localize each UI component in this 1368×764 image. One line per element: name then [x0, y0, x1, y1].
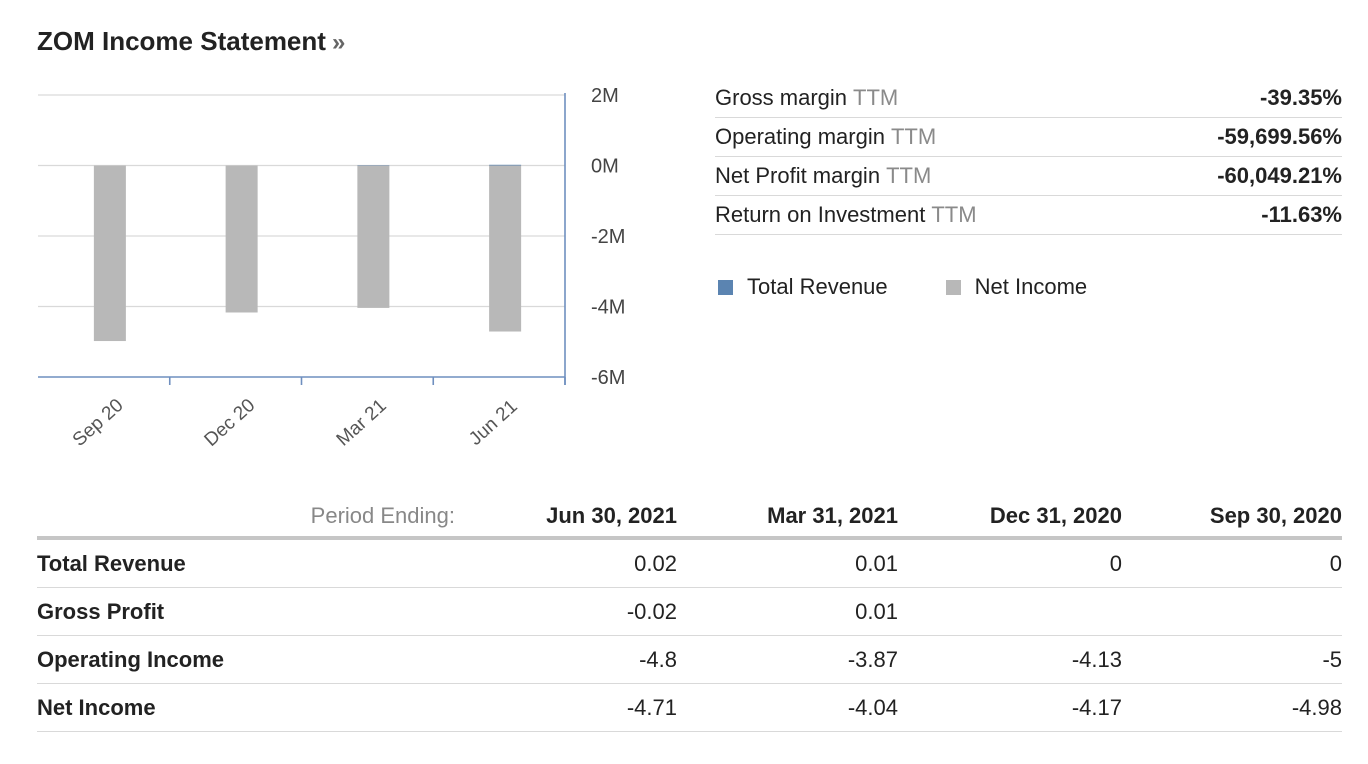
- cell-value: 0: [1329, 550, 1342, 576]
- column-header: Sep 30, 2020: [1209, 502, 1342, 528]
- cell-value: 0.02: [634, 550, 677, 576]
- y-tick-label: 2M: [591, 85, 619, 107]
- metric-label: Return on Investment TTM: [715, 202, 977, 228]
- y-tick-label: -6M: [591, 367, 625, 389]
- table-row: Operating Income -4.8 -3.87 -4.13 -5: [37, 636, 1342, 684]
- legend-label: Net Income: [974, 274, 1088, 299]
- cell-value: -4.8: [639, 646, 677, 672]
- x-tick-label: Mar 21: [333, 395, 391, 450]
- ttm-suffix: TTM: [890, 124, 937, 149]
- row-label: Net Income: [37, 694, 156, 720]
- metric-value: -39.35%: [1260, 85, 1342, 110]
- margin-metrics: Gross margin TTM -39.35% Operating margin…: [715, 79, 1342, 235]
- row-label: Operating Income: [37, 646, 225, 672]
- x-tick-label: Dec 20: [201, 395, 260, 451]
- page-title: ZOM Income Statement»: [37, 26, 345, 57]
- metric-value: -11.63%: [1261, 202, 1342, 227]
- ttm-suffix: TTM: [931, 202, 977, 227]
- y-tick-label: -4M: [591, 297, 625, 319]
- metric-value: -59,699.56%: [1217, 124, 1342, 149]
- column-header: Dec 31, 2020: [989, 502, 1122, 528]
- y-tick-label: 0M: [591, 156, 619, 178]
- bar-total-revenue: [489, 164, 522, 166]
- row-label: Gross Profit: [37, 598, 165, 624]
- cell-value: -4.04: [847, 694, 898, 720]
- more-arrow-icon[interactable]: »: [331, 29, 346, 56]
- metric-label-text: Gross margin: [715, 85, 848, 110]
- cell-value: -0.02: [626, 598, 677, 624]
- metric-row-net-profit-margin: Net Profit margin TTM -60,049.21%: [715, 157, 1342, 196]
- cell-value: 0.01: [855, 598, 898, 624]
- x-tick-label: Jun 21: [465, 396, 521, 450]
- title-text: ZOM Income Statement: [37, 26, 326, 56]
- table-row: Total Revenue 0.02 0.01 0 0: [37, 540, 1342, 588]
- column-header: Jun 30, 2021: [546, 502, 677, 528]
- table-header: Period Ending: Jun 30, 2021 Mar 31, 2021…: [37, 495, 1342, 540]
- x-tick-label: Sep 20: [69, 395, 128, 451]
- metric-label: Net Profit margin TTM: [715, 163, 931, 189]
- cell-value: -4.71: [626, 694, 677, 720]
- metric-row-return-on-investment: Return on Investment TTM -11.63%: [715, 196, 1342, 235]
- metric-row-operating-margin: Operating margin TTM -59,699.56%: [715, 118, 1342, 157]
- metric-label: Gross margin TTM: [715, 85, 898, 111]
- cell-value: -4.98: [1291, 694, 1342, 720]
- cell-value: -3.87: [847, 646, 898, 672]
- cell-value: -4.13: [1071, 646, 1122, 672]
- cell-value: 0.01: [855, 550, 898, 576]
- metric-label: Operating margin TTM: [715, 124, 936, 150]
- metric-value: -60,049.21%: [1217, 163, 1342, 188]
- income-table: Period Ending: Jun 30, 2021 Mar 31, 2021…: [37, 495, 1342, 732]
- metric-label-text: Operating margin: [715, 124, 885, 149]
- legend-swatch-net-income: [945, 279, 961, 295]
- y-tick-label: -2M: [591, 226, 625, 248]
- row-label: Total Revenue: [37, 550, 186, 576]
- table-row: Gross Profit -0.02 0.01: [37, 588, 1342, 636]
- bar-net-income: [225, 165, 258, 313]
- period-ending-label: Period Ending:: [310, 502, 455, 528]
- bar-net-income: [489, 165, 522, 332]
- ttm-suffix: TTM: [853, 85, 899, 110]
- metric-label-text: Return on Investment: [715, 202, 926, 227]
- table-row: Net Income -4.71 -4.04 -4.17 -4.98: [37, 684, 1342, 732]
- column-header: Mar 31, 2021: [767, 502, 898, 528]
- chart-legend: Total Revenue Net Income: [718, 274, 1145, 300]
- cell-value: 0: [1109, 550, 1122, 576]
- metric-label-text: Net Profit margin: [715, 163, 881, 188]
- income-bar-chart: 2M 0M -2M -4M -6M Sep 20 Dec 20 Mar 21 Jun 21: [38, 85, 625, 451]
- ttm-suffix: TTM: [886, 163, 932, 188]
- legend-item-total-revenue[interactable]: Total Revenue: [718, 274, 888, 300]
- legend-swatch-total-revenue: [718, 279, 733, 295]
- cell-value: -5: [1322, 646, 1342, 672]
- bar-net-income: [357, 165, 390, 308]
- legend-item-net-income[interactable]: Net Income: [945, 274, 1088, 300]
- metric-row-gross-margin: Gross margin TTM -39.35%: [715, 79, 1342, 118]
- bar-net-income: [93, 165, 126, 342]
- legend-label: Total Revenue: [747, 274, 888, 299]
- cell-value: -4.17: [1071, 694, 1122, 720]
